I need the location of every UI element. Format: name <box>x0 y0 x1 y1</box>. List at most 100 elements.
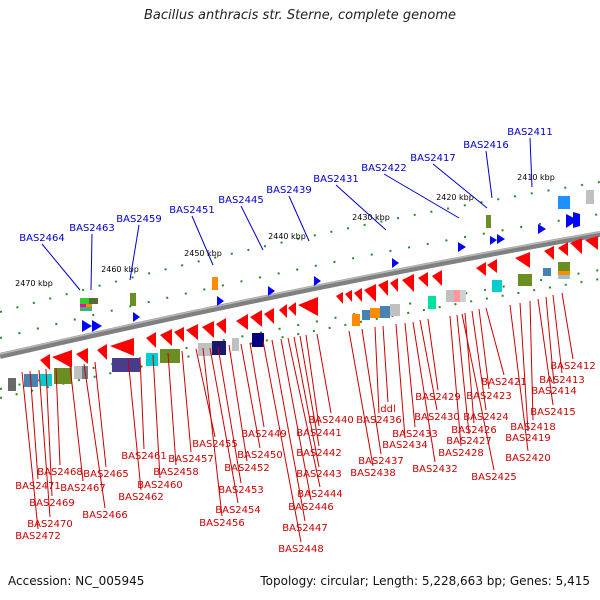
gene-label[interactable]: BAS2449 <box>241 429 287 440</box>
callout-line <box>94 361 107 468</box>
gene-label[interactable]: BAS2463 <box>69 223 115 234</box>
callout-line <box>152 354 161 479</box>
gene-label[interactable]: BAS2430 <box>414 412 460 423</box>
reverse-arrow <box>336 292 343 304</box>
forward-arrow <box>82 320 92 332</box>
gene-block <box>558 196 570 209</box>
gene-label[interactable]: BAS2459 <box>116 214 162 225</box>
gene-label[interactable]: BAS2419 <box>505 433 551 444</box>
callout-line <box>69 365 84 482</box>
reverse-arrow <box>345 290 352 302</box>
gene-label[interactable]: BAS2468 <box>37 467 83 478</box>
gene-label[interactable]: BAS2450 <box>237 450 283 461</box>
callout-line <box>471 310 487 411</box>
gene-label[interactable]: BAS2443 <box>296 469 342 480</box>
gene-label[interactable]: BAS2437 <box>358 456 404 467</box>
gene-label[interactable]: BAS2414 <box>531 386 577 397</box>
gene-label[interactable]: BAS2415 <box>530 407 576 418</box>
gene-label[interactable]: BAS2433 <box>392 429 438 440</box>
gene-label[interactable]: BAS2413 <box>539 375 585 386</box>
gene-label[interactable]: BAS2444 <box>297 489 343 500</box>
outer-forward-track <box>0 181 600 313</box>
gene-label[interactable]: BAS2440 <box>308 415 354 426</box>
gene-label[interactable]: BAS2447 <box>282 523 328 534</box>
gene-label[interactable]: BAS2467 <box>60 483 106 494</box>
gene-label[interactable]: BAS2457 <box>168 454 214 465</box>
callout-line <box>419 319 438 411</box>
reverse-arrow <box>585 236 598 250</box>
forward-gene-blocks <box>80 190 594 311</box>
gene-block <box>486 215 491 228</box>
gene-label[interactable]: BAS2462 <box>118 492 164 503</box>
gene-label[interactable]: BAS2429 <box>415 392 461 403</box>
gene-label[interactable]: BAS2456 <box>199 518 245 529</box>
gene-label[interactable]: BAS2455 <box>192 439 238 450</box>
gene-label[interactable]: BAS2446 <box>288 502 334 513</box>
gene-label[interactable]: BAS2454 <box>215 505 261 516</box>
gene-label[interactable]: BAS2426 <box>451 425 497 436</box>
gene-label[interactable]: BAS2453 <box>218 485 264 496</box>
gene-label[interactable]: BAS2472 <box>15 531 61 542</box>
reverse-arrow <box>40 354 50 370</box>
reverse-arrow <box>570 238 582 254</box>
callout-line <box>217 346 242 484</box>
gene-label[interactable]: BAS2425 <box>471 472 517 483</box>
callout-line <box>395 323 406 439</box>
callout-line <box>41 243 81 291</box>
gene-label[interactable]: BAS2466 <box>82 510 128 521</box>
reverse-arrow <box>236 314 248 330</box>
reverse-arrow <box>97 344 107 360</box>
callout-line <box>21 371 39 530</box>
gene-label[interactable]: BAS2411 <box>507 127 553 138</box>
callout-line <box>449 315 462 447</box>
gene-label[interactable]: BAS2451 <box>169 205 215 216</box>
gene-label[interactable]: BAS2461 <box>121 451 167 462</box>
gene-block <box>428 296 436 309</box>
gene-label[interactable]: BAS2422 <box>361 163 407 174</box>
gene-label[interactable]: BAS2423 <box>466 391 512 402</box>
gene-label[interactable]: BAS2418 <box>510 422 556 433</box>
gene-label[interactable]: BAS2412 <box>550 361 596 372</box>
gene-block <box>362 310 370 320</box>
gene-label[interactable]: BAS2452 <box>224 463 270 474</box>
forward-arrow <box>566 214 578 228</box>
gene-label[interactable]: BAS2465 <box>83 469 129 480</box>
gene-label[interactable]: BAS2431 <box>313 174 359 185</box>
gene-label[interactable]: BAS2458 <box>153 467 199 478</box>
gene-label[interactable]: BAS2471 <box>15 481 61 492</box>
gene-block <box>380 306 390 318</box>
gene-label[interactable]: BAS2438 <box>350 468 396 479</box>
gene-label[interactable]: BAS2470 <box>27 519 73 530</box>
gene-label[interactable]: BAS2439 <box>266 185 312 196</box>
gene-label[interactable]: BAS2424 <box>463 412 509 423</box>
gene-label[interactable]: BAS2460 <box>137 480 183 491</box>
gene-label[interactable]: BAS2445 <box>218 195 264 206</box>
gene-label[interactable]: BAS2436 <box>356 415 402 426</box>
gene-label[interactable]: BAS2416 <box>463 140 509 151</box>
gene-label[interactable]: BAS2469 <box>29 498 75 509</box>
callout-line <box>287 337 321 488</box>
reverse-arrow <box>487 259 497 273</box>
reverse-arrow <box>390 278 398 292</box>
gene-label[interactable]: BAS2434 <box>382 440 428 451</box>
gene-label[interactable]: BAS2420 <box>505 453 551 464</box>
gene-block <box>352 314 360 326</box>
gene-label[interactable]: BAS2417 <box>410 153 456 164</box>
callout-line <box>83 363 106 509</box>
gene-label[interactable]: BAS2448 <box>278 544 324 555</box>
reverse-arrow <box>160 329 172 346</box>
gene-label[interactable]: BAS2442 <box>296 448 342 459</box>
gene-label[interactable]: ddl <box>380 404 395 415</box>
gene-label[interactable]: BAS2441 <box>296 428 342 439</box>
gene-block <box>454 290 460 302</box>
callout-line <box>90 233 93 291</box>
gene-label[interactable]: BAS2428 <box>438 448 484 459</box>
gene-label[interactable]: BAS2427 <box>446 436 492 447</box>
reverse-arrow <box>418 272 428 287</box>
gene-label[interactable]: BAS2464 <box>19 233 65 244</box>
accession-label: Accession: NC_005945 <box>8 574 145 588</box>
gene-label[interactable]: BAS2421 <box>481 377 527 388</box>
callout-line <box>478 308 490 390</box>
gene-label[interactable]: BAS2432 <box>412 464 458 475</box>
reverse-arrow <box>146 332 156 348</box>
